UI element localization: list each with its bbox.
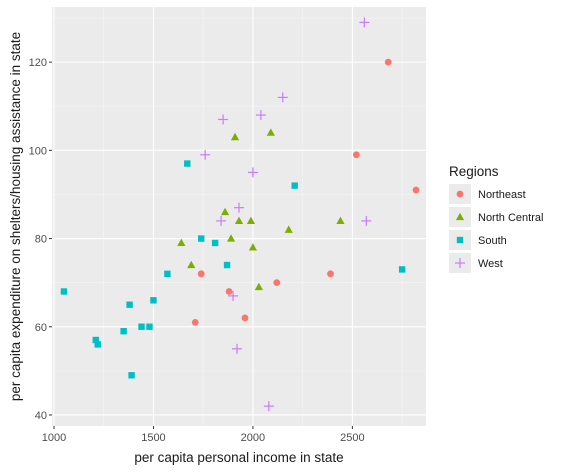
point-west bbox=[247, 167, 258, 178]
point-west bbox=[232, 343, 243, 354]
point-south bbox=[198, 235, 205, 242]
legend-title: Regions bbox=[449, 164, 499, 179]
point-south bbox=[398, 266, 406, 273]
point-north-central bbox=[226, 234, 236, 242]
point-north-central bbox=[246, 216, 256, 225]
point-west bbox=[218, 114, 229, 125]
point-northeast bbox=[197, 270, 205, 278]
point-south bbox=[150, 297, 157, 304]
point-west bbox=[234, 202, 244, 213]
x-tick-label: 2000 bbox=[241, 432, 265, 444]
point-west bbox=[200, 149, 211, 160]
point-northeast bbox=[327, 270, 334, 278]
y-tick-label: 100 bbox=[29, 145, 47, 157]
legend: Regions Northeast North Central South West bbox=[449, 164, 543, 273]
point-north-central bbox=[220, 207, 230, 216]
point-north-central bbox=[248, 243, 258, 251]
minor-gridlines bbox=[52, 7, 426, 426]
point-north-central bbox=[230, 132, 240, 141]
point-north-central bbox=[187, 260, 196, 269]
point-south bbox=[92, 336, 99, 344]
x-tick-label: 1000 bbox=[42, 432, 66, 444]
point-northeast bbox=[412, 186, 420, 194]
legend-label-northeast: Northeast bbox=[478, 189, 526, 201]
point-south bbox=[94, 341, 101, 348]
y-axis-ticks: 40 60 80 100 120 bbox=[29, 57, 52, 422]
point-north-central bbox=[284, 225, 293, 233]
legend-symbol-northeast bbox=[456, 190, 464, 198]
data-points bbox=[60, 17, 420, 412]
point-south bbox=[128, 372, 135, 379]
point-north-central bbox=[234, 216, 244, 225]
point-northeast bbox=[241, 314, 249, 322]
major-gridlines bbox=[52, 7, 426, 426]
point-north-central bbox=[254, 282, 263, 291]
point-west bbox=[255, 110, 266, 121]
x-tick-label: 1500 bbox=[141, 432, 165, 444]
point-northeast bbox=[191, 318, 199, 326]
point-south bbox=[60, 288, 68, 295]
point-northeast bbox=[352, 151, 360, 159]
legend-symbol-west bbox=[455, 258, 465, 268]
legend-symbol-south bbox=[456, 236, 464, 244]
point-west bbox=[277, 92, 288, 103]
point-west bbox=[361, 215, 372, 226]
point-northeast bbox=[273, 279, 281, 287]
x-axis-title: per capita personal income in state bbox=[134, 450, 343, 465]
y-tick-label: 120 bbox=[29, 57, 47, 69]
point-northeast bbox=[384, 58, 392, 66]
point-north-central bbox=[266, 128, 275, 136]
legend-label-west: West bbox=[478, 258, 503, 270]
point-south bbox=[164, 270, 171, 278]
point-south bbox=[146, 323, 153, 330]
point-west bbox=[263, 401, 274, 412]
plot-panel bbox=[52, 7, 426, 426]
y-tick-label: 80 bbox=[35, 234, 47, 246]
x-tick-label: 2500 bbox=[340, 432, 364, 444]
point-south bbox=[223, 261, 231, 269]
y-tick-label: 60 bbox=[35, 322, 47, 334]
point-north-central bbox=[177, 238, 186, 247]
point-south bbox=[291, 182, 298, 189]
point-south bbox=[138, 323, 145, 330]
point-northeast bbox=[225, 288, 233, 295]
point-south bbox=[184, 160, 191, 167]
point-west bbox=[359, 17, 370, 28]
point-north-central bbox=[336, 216, 345, 225]
point-west bbox=[216, 215, 227, 226]
legend-symbol-north-central bbox=[455, 212, 465, 221]
y-axis-title: per capita expenditure on shelters/housi… bbox=[8, 32, 23, 401]
point-south bbox=[120, 327, 127, 335]
x-axis-ticks: 1000 1500 2000 2500 bbox=[42, 426, 365, 444]
point-south bbox=[126, 301, 133, 308]
y-tick-label: 40 bbox=[35, 410, 47, 422]
legend-label-north-central: North Central bbox=[478, 212, 543, 224]
point-west bbox=[228, 290, 239, 301]
legend-label-south: South bbox=[478, 235, 507, 247]
point-south bbox=[211, 239, 219, 247]
